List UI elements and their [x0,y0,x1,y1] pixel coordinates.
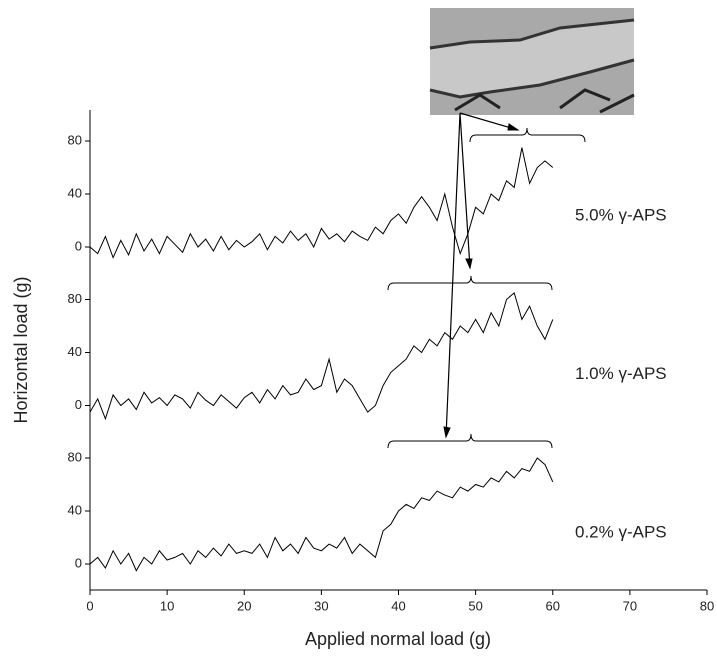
x-tick-label: 40 [391,598,405,613]
series-label: 5.0% γ-APS [575,205,667,224]
x-tick-label: 30 [314,598,328,613]
y-tick-label: 80 [68,291,82,306]
x-tick-label: 60 [546,598,560,613]
y-tick-label: 40 [68,185,82,200]
y-tick-label: 80 [68,132,82,147]
y-tick-label: 0 [75,238,82,253]
y-axis-label: Horizontal load (g) [11,276,31,423]
series-label: 0.2% γ-APS [575,522,667,541]
inset-micrograph [429,8,635,115]
line-series [89,457,554,572]
line-series [89,147,554,259]
y-tick-label: 40 [68,502,82,517]
x-tick-label: 10 [160,598,174,613]
y-tick-label: 0 [75,555,82,570]
y-tick-label: 0 [75,397,82,412]
x-tick-label: 0 [86,598,93,613]
x-tick-label: 50 [468,598,482,613]
y-tick-label: 40 [68,344,82,359]
x-tick-label: 80 [700,598,714,613]
x-axis-label: Applied normal load (g) [305,629,491,649]
series-label: 1.0% γ-APS [575,364,667,383]
annotations [387,112,586,449]
x-tick-label: 70 [623,598,637,613]
line-series [89,292,554,421]
y-tick-label: 80 [68,449,82,464]
x-tick-label: 20 [237,598,251,613]
